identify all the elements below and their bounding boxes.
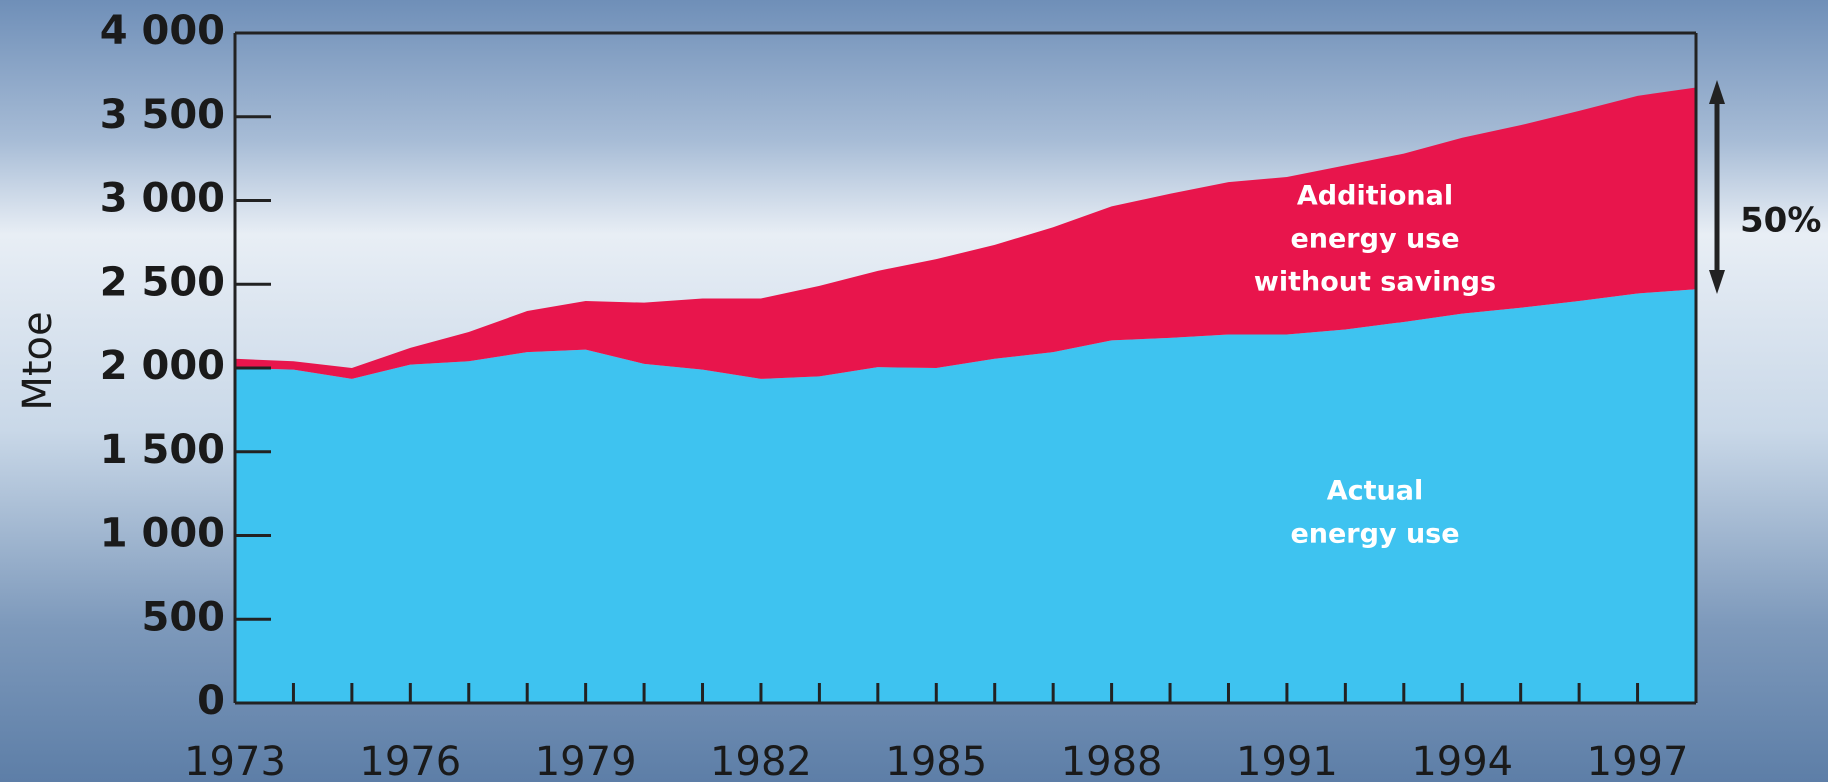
- x-tick-label: 1973: [184, 739, 286, 782]
- x-tick-label: 1997: [1587, 739, 1689, 782]
- area: [235, 289, 1696, 703]
- x-tick-label: 1982: [710, 739, 812, 782]
- y-tick-label: 2 000: [100, 343, 225, 389]
- y-tick-label: 3 500: [100, 92, 225, 138]
- y-tick-label: 500: [142, 594, 226, 640]
- series-label: Actual: [1327, 476, 1424, 507]
- x-tick-label: 1991: [1236, 739, 1338, 782]
- y-tick-label: 1 500: [100, 427, 225, 473]
- y-axis-label: Mtoe: [15, 311, 61, 410]
- area: [235, 87, 1696, 379]
- y-tick-label: 4 000: [100, 8, 225, 54]
- arrow-head: [1709, 270, 1725, 294]
- x-tick-label: 1979: [535, 739, 637, 782]
- x-tick-label: 1985: [885, 739, 987, 782]
- arrow-head: [1709, 80, 1725, 104]
- x-tick-label: 1976: [359, 739, 461, 782]
- series-label: without savings: [1254, 267, 1496, 298]
- y-tick-label: 2 500: [100, 259, 225, 305]
- series-label: energy use: [1290, 519, 1459, 550]
- annotation: 50%: [1740, 201, 1821, 241]
- series-label: Additional: [1297, 181, 1453, 212]
- x-tick-label: 1994: [1411, 739, 1513, 782]
- series-label: energy use: [1290, 224, 1459, 255]
- y-tick-label: 3 000: [100, 176, 225, 222]
- y-tick-label: 1 000: [100, 511, 225, 557]
- x-tick-label: 1988: [1061, 739, 1163, 782]
- plot-area: [233, 31, 1698, 705]
- y-tick-label: 0: [197, 678, 225, 724]
